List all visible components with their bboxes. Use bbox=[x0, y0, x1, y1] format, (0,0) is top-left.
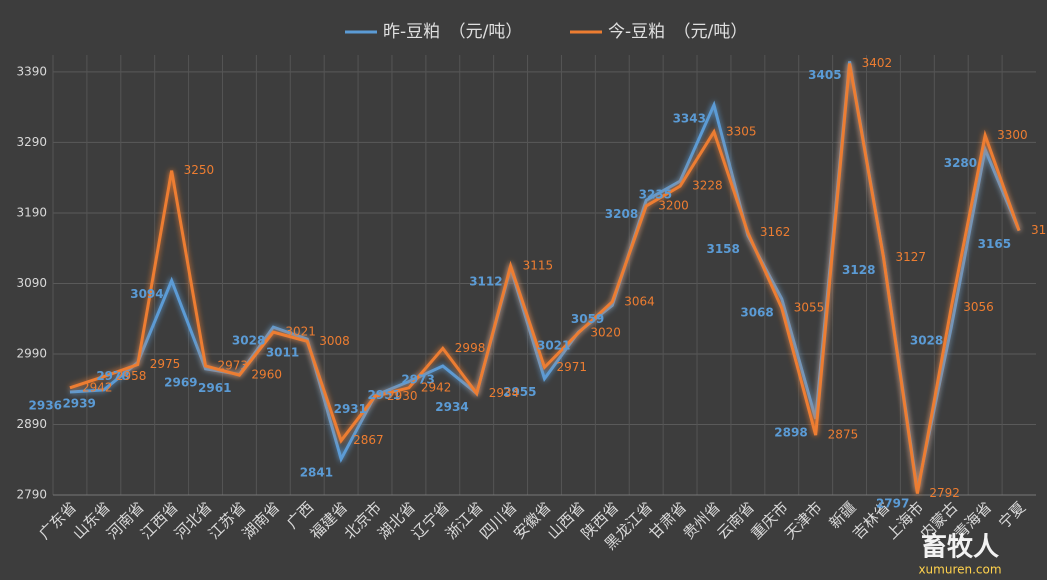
data-label: 2961 bbox=[198, 381, 231, 395]
data-label: 3402 bbox=[862, 56, 893, 70]
x-tick-label: 山西省 bbox=[544, 498, 589, 543]
x-tick-label: 湖南省 bbox=[239, 498, 284, 543]
y-tick-label: 3290 bbox=[16, 135, 47, 149]
series-line bbox=[69, 61, 1021, 491]
x-tick-label: 安徽省 bbox=[510, 498, 555, 543]
y-tick-label: 3190 bbox=[16, 205, 47, 219]
data-label: 3250 bbox=[184, 163, 215, 177]
data-label: 3020 bbox=[590, 325, 621, 339]
x-tick-label: 河南省 bbox=[103, 498, 148, 543]
x-tick-label: 宁夏 bbox=[995, 498, 1029, 532]
data-label: 2931 bbox=[334, 402, 367, 416]
data-label: 3208 bbox=[605, 207, 638, 221]
x-tick-label: 浙江省 bbox=[442, 498, 487, 543]
data-label: 2969 bbox=[164, 375, 197, 389]
data-label: 3056 bbox=[963, 300, 994, 314]
data-label: 3028 bbox=[910, 334, 943, 348]
data-label: 2975 bbox=[150, 357, 181, 371]
legend: 昨-豆粕 （元/吨） 今-豆粕 （元/吨） bbox=[345, 22, 747, 42]
y-tick-label: 3390 bbox=[16, 64, 47, 78]
data-label: 2875 bbox=[828, 428, 859, 442]
data-label: 3128 bbox=[842, 263, 875, 277]
data-label: 2942 bbox=[82, 380, 113, 394]
y-tick-label: 2990 bbox=[16, 346, 47, 360]
data-label: 3343 bbox=[673, 112, 706, 126]
data-label: 3165 bbox=[978, 237, 1011, 251]
x-tick-label: 北京市 bbox=[340, 498, 385, 543]
x-tick-label: 江苏省 bbox=[205, 498, 250, 543]
watermark: 畜牧人 bbox=[921, 532, 999, 563]
x-tick-label: 甘肃省 bbox=[646, 498, 691, 543]
data-label: 2973 bbox=[401, 372, 434, 386]
data-label: 3305 bbox=[726, 124, 757, 138]
x-tick-label: 辽宁省 bbox=[408, 498, 453, 543]
data-label: 2978 bbox=[96, 369, 129, 383]
data-label: 2998 bbox=[455, 341, 486, 355]
data-label: 3064 bbox=[624, 294, 655, 308]
data-label: 3094 bbox=[130, 287, 163, 301]
data-label: 3021 bbox=[537, 339, 570, 353]
y-tick-label: 2790 bbox=[16, 488, 47, 502]
data-label: 3405 bbox=[808, 68, 841, 82]
data-label: 3228 bbox=[692, 179, 723, 193]
data-label: 3235 bbox=[639, 188, 672, 202]
data-label: 3112 bbox=[469, 274, 502, 288]
data-label: 3158 bbox=[706, 242, 739, 256]
y-tick-label: 3090 bbox=[16, 276, 47, 290]
data-label: 3162 bbox=[760, 225, 791, 239]
data-label: 3011 bbox=[266, 346, 299, 360]
data-label: 3300 bbox=[997, 128, 1028, 142]
grid: 2790 2890 2990 3090 3190 3290 3390 广东省山东省河南省江西省… bbox=[16, 55, 1036, 553]
data-label: 2934 bbox=[489, 386, 520, 400]
x-tick-label: 湖北省 bbox=[374, 498, 419, 543]
data-label: 2955 bbox=[503, 385, 536, 399]
data-label: 3028 bbox=[232, 334, 265, 348]
data-label: 2958 bbox=[116, 369, 147, 383]
lines bbox=[69, 61, 1021, 494]
data-label: 2841 bbox=[300, 466, 333, 480]
data-label: 2939 bbox=[62, 396, 95, 410]
data-label: 3008 bbox=[319, 334, 350, 348]
x-tick-label: 云南省 bbox=[713, 498, 758, 543]
data-label: 2792 bbox=[929, 486, 960, 500]
data-label: 2936 bbox=[29, 399, 62, 413]
data-label: 2934 bbox=[435, 400, 468, 414]
data-label: 3059 bbox=[571, 312, 604, 326]
x-tick-label: 山东省 bbox=[69, 498, 114, 543]
watermark-url: xumuren.com bbox=[918, 563, 1001, 577]
data-label: 2942 bbox=[421, 380, 452, 394]
x-tick-label: 重庆市 bbox=[747, 498, 792, 543]
data-label: 3165 bbox=[1031, 223, 1047, 237]
legend-label: 今-豆粕 （元/吨） bbox=[608, 22, 747, 42]
data-label: 2797 bbox=[876, 497, 909, 511]
y-tick-label: 2890 bbox=[16, 417, 47, 431]
x-tick-label: 四川省 bbox=[476, 498, 521, 543]
x-tick-label: 天津市 bbox=[781, 498, 826, 543]
x-tick-label: 江西省 bbox=[137, 498, 182, 543]
x-tick-label: 福建省 bbox=[307, 498, 352, 543]
data-label: 2930 bbox=[387, 389, 418, 403]
data-label: 2898 bbox=[774, 425, 807, 439]
data-label: 3127 bbox=[895, 250, 926, 264]
data-label: 3068 bbox=[740, 305, 773, 319]
x-tick-label: 河北省 bbox=[171, 498, 216, 543]
legend-label: 昨-豆粕 （元/吨） bbox=[383, 22, 522, 42]
series-line bbox=[69, 63, 1021, 494]
data-label: 2960 bbox=[251, 368, 282, 382]
data-label: 2971 bbox=[557, 360, 588, 374]
data-label: 3055 bbox=[794, 301, 825, 315]
data-label: 3115 bbox=[523, 258, 554, 272]
x-tick-label: 广东省 bbox=[35, 498, 80, 543]
data-label: 2973 bbox=[218, 358, 249, 372]
data-label: 2951 bbox=[368, 388, 401, 402]
data-label: 3200 bbox=[658, 198, 689, 212]
data-label: 3021 bbox=[285, 325, 316, 339]
x-tick-label: 贵州省 bbox=[679, 498, 724, 543]
data-label: 2867 bbox=[353, 433, 384, 447]
data-label: 3280 bbox=[944, 156, 977, 170]
